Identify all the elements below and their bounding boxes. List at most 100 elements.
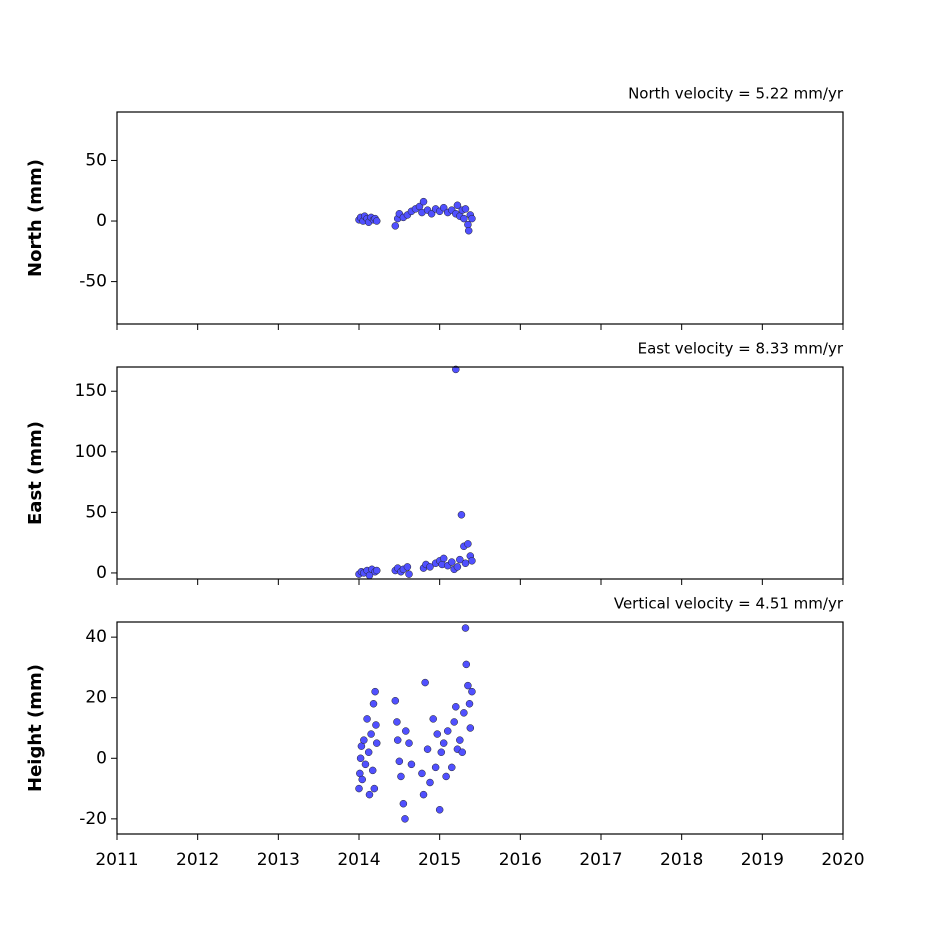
- point: [372, 739, 381, 747]
- x-tick-label: 2015: [418, 850, 461, 870]
- point: [405, 570, 413, 578]
- y-tick-label: -20: [79, 809, 107, 829]
- point: [365, 790, 374, 799]
- y-tick-label: 100: [75, 442, 107, 462]
- point: [468, 687, 476, 696]
- axes-frame: [116, 621, 844, 835]
- x-tick-label: 2011: [95, 850, 138, 870]
- point: [431, 763, 440, 772]
- point: [403, 563, 412, 571]
- point: [372, 721, 380, 729]
- point: [443, 727, 452, 735]
- x-tick-label: 2014: [337, 850, 380, 870]
- point: [426, 563, 434, 571]
- point: [456, 736, 464, 744]
- point: [426, 778, 434, 787]
- x-tick-label: 2018: [660, 850, 703, 870]
- point: [360, 736, 368, 744]
- point: [468, 557, 476, 565]
- panel-title: Vertical velocity = 4.51 mm/yr: [614, 595, 844, 613]
- point: [439, 203, 448, 212]
- point: [453, 201, 462, 210]
- y-tick-label: 40: [85, 627, 107, 647]
- point: [437, 748, 446, 756]
- point: [461, 205, 470, 213]
- point: [402, 727, 410, 735]
- point: [458, 748, 467, 756]
- point: [397, 772, 405, 781]
- point: [423, 745, 432, 753]
- point: [361, 760, 370, 769]
- y-axis-label: North (mm): [25, 159, 46, 277]
- point: [367, 730, 375, 738]
- point: [452, 365, 460, 374]
- point: [421, 678, 429, 687]
- point: [464, 540, 472, 548]
- point: [368, 766, 377, 775]
- y-tick-label: 20: [85, 688, 107, 708]
- point: [450, 718, 458, 726]
- x-tick-label: 2019: [741, 850, 784, 870]
- point: [439, 554, 448, 563]
- point: [427, 210, 436, 218]
- point: [433, 730, 441, 738]
- point: [391, 222, 400, 230]
- point: [419, 197, 428, 206]
- y-axis-label: Height (mm): [25, 664, 46, 792]
- point: [452, 703, 460, 711]
- point: [371, 687, 379, 696]
- point: [461, 559, 470, 568]
- point: [355, 784, 363, 793]
- axes-frame: [116, 366, 844, 580]
- y-axis-label: East (mm): [25, 421, 46, 525]
- point: [464, 681, 472, 690]
- point: [363, 715, 371, 723]
- point: [453, 563, 462, 571]
- point: [393, 736, 402, 744]
- point: [439, 739, 448, 747]
- point: [391, 696, 400, 705]
- point: [372, 566, 381, 575]
- point: [356, 754, 365, 763]
- point: [370, 784, 379, 793]
- axes-frame: [116, 111, 844, 325]
- point: [456, 555, 464, 564]
- x-tick-label: 2016: [499, 850, 542, 870]
- panel-title: East velocity = 8.33 mm/yr: [638, 340, 844, 358]
- x-tick-label: 2020: [821, 850, 864, 870]
- point: [405, 739, 413, 747]
- point: [462, 660, 471, 669]
- point: [461, 624, 470, 632]
- y-tick-label: 0: [96, 563, 107, 583]
- point: [372, 217, 381, 225]
- x-tick-label: 2017: [579, 850, 622, 870]
- point: [464, 226, 473, 235]
- point: [399, 799, 408, 808]
- point: [465, 700, 474, 708]
- point: [429, 715, 437, 723]
- point: [457, 511, 466, 519]
- y-tick-label: 0: [96, 211, 107, 231]
- point: [466, 724, 475, 732]
- x-tick-label: 2013: [257, 850, 300, 870]
- point: [460, 709, 468, 717]
- point: [435, 806, 444, 814]
- y-tick-label: -50: [79, 272, 107, 292]
- point: [448, 558, 456, 566]
- y-tick-label: 50: [85, 150, 107, 170]
- point: [419, 790, 428, 799]
- y-tick-label: 50: [85, 502, 107, 522]
- point: [442, 772, 450, 781]
- point: [364, 748, 373, 756]
- y-tick-label: 150: [75, 381, 107, 401]
- point: [369, 700, 378, 708]
- point: [460, 214, 468, 223]
- point: [418, 769, 426, 778]
- y-tick-label: 0: [96, 748, 107, 768]
- point: [401, 815, 409, 823]
- point: [358, 775, 366, 784]
- point: [395, 757, 404, 766]
- panel-title: North velocity = 5.22 mm/yr: [628, 85, 844, 103]
- point: [468, 214, 476, 223]
